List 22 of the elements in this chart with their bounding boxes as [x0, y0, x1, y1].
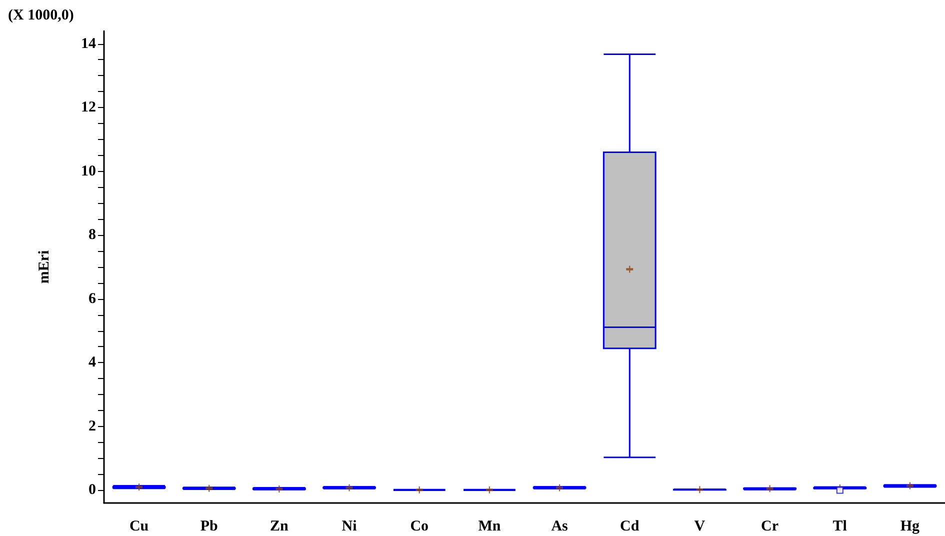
y-tick-label: 6 — [88, 290, 96, 307]
y-tick-label: 14 — [81, 36, 96, 52]
y-tick-label: 8 — [88, 227, 96, 244]
x-tick-label: Mn — [478, 518, 502, 534]
y-tick-label: 10 — [81, 163, 96, 180]
y-tick-label: 4 — [88, 354, 96, 371]
text: (X 1000,0) — [8, 8, 74, 24]
x-tick-label: Cr — [761, 518, 779, 534]
x-tick-label: As — [551, 518, 568, 534]
y-axis-title: mEri — [36, 250, 52, 284]
x-tick-label: Co — [410, 518, 429, 534]
y-tick-label: 2 — [88, 418, 96, 434]
x-tick-label: Cd — [620, 518, 640, 534]
x-tick-label: Zn — [270, 518, 290, 534]
x-tick-label: Pb — [200, 518, 218, 534]
x-tick-label: Tl — [832, 518, 847, 534]
x-tick-label: Cu — [129, 518, 149, 534]
x-tick-label: V — [694, 518, 706, 534]
y-tick-label: 12 — [81, 100, 96, 116]
x-tick-label: Ni — [342, 518, 357, 534]
x-tick-label: Hg — [900, 518, 920, 534]
y-tick-label: 0 — [88, 482, 96, 498]
